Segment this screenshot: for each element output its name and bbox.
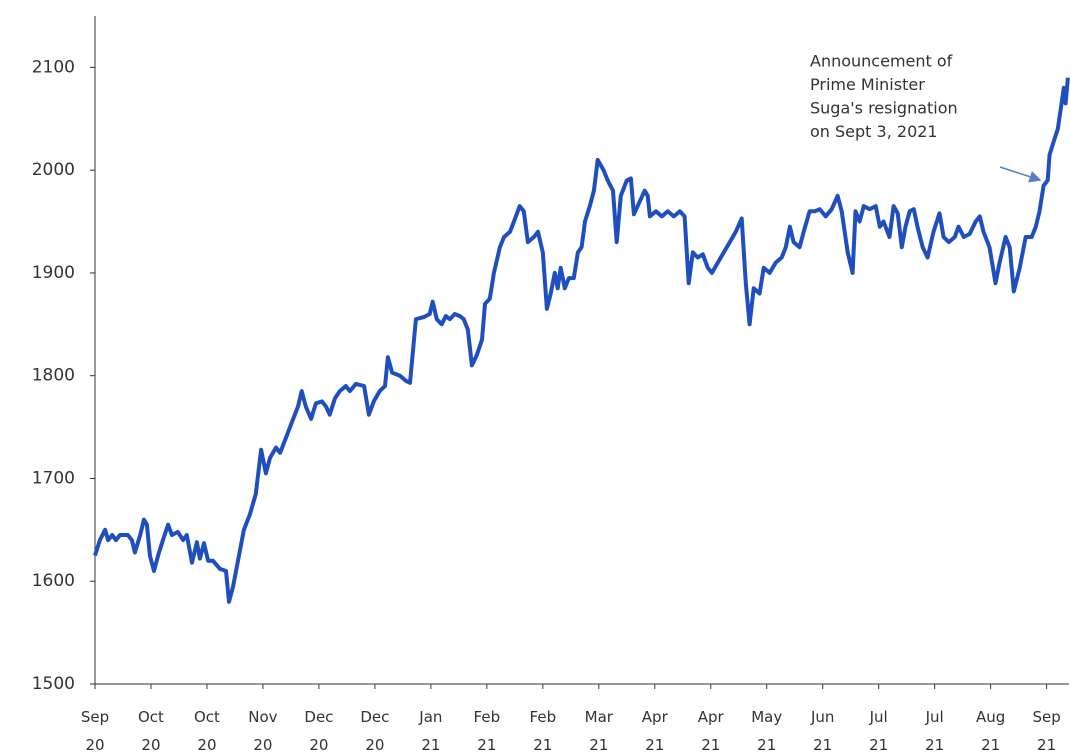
price-line [93,77,1070,604]
x-tick-label: Feb 21 [529,708,557,753]
y-tick-label: 1500 [32,674,75,694]
x-tick-label: Oct 20 [193,708,220,753]
y-tick-label: 1600 [32,571,75,591]
x-tick-label: Oct 20 [138,708,164,753]
x-tick-label: Mar 21 [584,708,613,753]
y-tick-label: 1900 [32,263,75,283]
x-tick-label: Apr 21 [697,708,724,753]
x-tick-label: Aug 21 [975,708,1006,753]
y-tick-label: 1700 [32,468,75,488]
annotation-arrow [999,166,1042,183]
x-tick-label: Nov 20 [248,708,278,753]
x-tick-label: Dec 20 [304,708,334,753]
y-tick-label: 1800 [32,366,75,386]
annotation-text: Suga's resignation [810,99,958,118]
x-tick-label: Jan 21 [419,708,443,753]
x-tick-label: Sep 21 [1032,708,1061,753]
x-tick-label: Jul 21 [925,708,945,753]
x-tick-label: Jul 21 [869,708,889,753]
x-tick-label: May 21 [751,708,783,753]
x-tick-label: Apr 21 [641,708,668,753]
x-tick-label: Feb 21 [473,708,501,753]
y-tick-label: 2100 [32,57,75,77]
x-tick-label: Sep 20 [80,708,110,753]
annotation-text: Announcement of [810,52,953,71]
x-tick-label: Jun 21 [810,708,835,753]
y-tick-label: 2000 [32,160,75,180]
annotation-text: Prime Minister [810,75,925,94]
annotation-text: on Sept 3, 2021 [810,122,938,141]
x-tick-label: Dec 20 [360,708,390,753]
